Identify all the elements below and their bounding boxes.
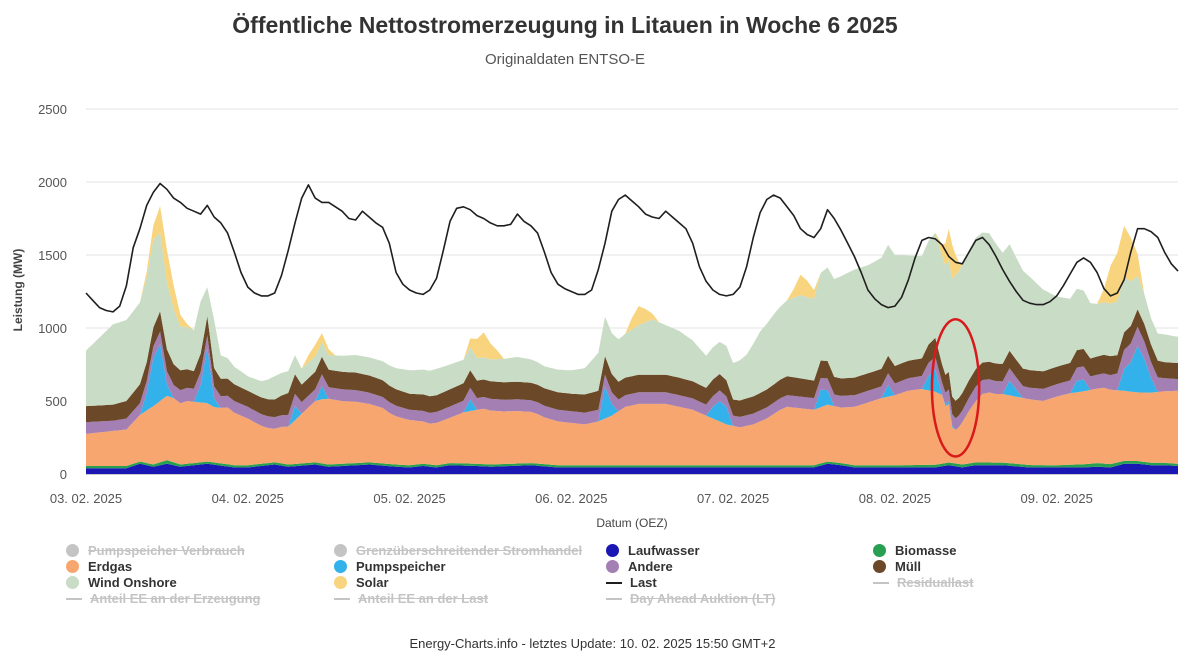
legend-line-marker (873, 581, 889, 584)
legend-item-pumpspeicher-verbrauch[interactable]: Pumpspeicher Verbrauch (66, 543, 245, 558)
legend-label: Laufwasser (628, 543, 700, 558)
legend-line-marker (334, 597, 350, 600)
area-series-wind-onshore (86, 232, 1178, 407)
x-tick-label: 03. 02. 2025 (50, 491, 122, 506)
chart-plot: 0 500 1000 1500 2000 2500 03. 02. 2025 04. 02.… (11, 102, 1179, 530)
legend-item-muell[interactable]: Müll (873, 559, 921, 574)
legend-label: Pumpspeicher (356, 559, 446, 574)
line-series-last (85, 182, 1179, 313)
legend-item-erdgas[interactable]: Erdgas (66, 559, 132, 574)
legend-line-marker (606, 597, 622, 600)
area-series-biomasse (86, 460, 1178, 469)
legend-item-wind-onshore[interactable]: Wind Onshore (66, 575, 177, 590)
highlight-annotation (930, 317, 981, 458)
legend-item-pumpspeicher[interactable]: Pumpspeicher (334, 559, 446, 574)
x-tick-label: 08. 02. 2025 (859, 491, 931, 506)
x-axis-title: Datum (OEZ) (596, 516, 667, 530)
legend-label: Müll (895, 559, 921, 574)
x-tick-label: 05. 02. 2025 (373, 491, 445, 506)
load-line (85, 182, 1179, 313)
legend-item-day-ahead-auktion-lt[interactable]: Day Ahead Auktion (LT) (606, 591, 775, 606)
area-series-erdgas (86, 387, 1178, 466)
legend-label: Grenzüberschreitender Stromhandel (356, 543, 583, 558)
x-tick-label: 09. 02. 2025 (1021, 491, 1093, 506)
legend-dot-marker (606, 544, 619, 557)
legend-dot-marker (873, 544, 886, 557)
legend-dot-marker (66, 560, 79, 573)
y-axis-ticks: 0 500 1000 1500 2000 2500 (38, 102, 67, 482)
legend-line-marker (66, 597, 82, 600)
y-axis-title: Leistung (MW) (11, 249, 25, 332)
legend-item-anteil-ee-an-der-erzeugung[interactable]: Anteil EE an der Erzeugung (66, 591, 260, 606)
y-tick-label: 1500 (38, 248, 67, 263)
footer-credit: Energy-Charts.info - letztes Update: 10.… (409, 636, 776, 651)
legend-label: Erdgas (88, 559, 133, 574)
chart-subtitle: Originaldaten ENTSO-E (484, 51, 646, 68)
legend-dot-marker (606, 560, 619, 573)
legend-item-last[interactable]: Last (606, 575, 657, 590)
legend-line-marker (606, 581, 622, 584)
legend-label: Pumpspeicher Verbrauch (88, 543, 245, 558)
legend-item-solar[interactable]: Solar (334, 575, 389, 590)
y-tick-label: 0 (60, 467, 67, 482)
legend-dot-marker (334, 560, 347, 573)
stacked-areas (86, 206, 1178, 474)
y-tick-label: 1000 (38, 321, 67, 336)
x-tick-label: 06. 02. 2025 (535, 491, 607, 506)
x-tick-label: 07. 02. 2025 (697, 491, 769, 506)
legend-label: Anteil EE an der Erzeugung (90, 591, 261, 606)
legend-label: Last (630, 575, 657, 590)
legend-label: Andere (628, 559, 673, 574)
y-tick-label: 500 (45, 394, 67, 409)
legend-label: Day Ahead Auktion (LT) (630, 591, 776, 606)
legend-label: Wind Onshore (88, 575, 177, 590)
legend-item-biomasse[interactable]: Biomasse (873, 543, 956, 558)
legend-dot-marker (334, 544, 347, 557)
area-series-laufwasser (86, 463, 1178, 474)
highlight-ellipse (930, 317, 981, 458)
legend-item-anteil-ee-an-der-last[interactable]: Anteil EE an der Last (334, 591, 488, 606)
legend-label: Solar (356, 575, 389, 590)
legend-label: Biomasse (895, 543, 957, 558)
legend-item-laufwasser[interactable]: Laufwasser (606, 543, 700, 558)
legend-dot-marker (66, 576, 79, 589)
y-tick-label: 2000 (38, 175, 67, 190)
legend-item-andere[interactable]: Andere (606, 559, 673, 574)
x-tick-label: 04. 02. 2025 (212, 491, 284, 506)
legend-dot-marker (334, 576, 347, 589)
chart-title: Öffentliche Nettostromerzeugung in Litau… (232, 12, 898, 38)
legend-label: Anteil EE an der Last (358, 591, 489, 606)
y-tick-label: 2500 (38, 102, 67, 117)
legend-dot-marker (873, 560, 886, 573)
legend-label: Residuallast (897, 575, 974, 590)
legend-dot-marker (66, 544, 79, 557)
x-axis-ticks: 03. 02. 2025 04. 02. 2025 05. 02. 2025 06. … (50, 491, 1093, 506)
legend-item-grenzueberschreitender-stromhandel[interactable]: Grenzüberschreitender Stromhandel (334, 543, 582, 558)
legend-item-residuallast[interactable]: Residuallast (873, 575, 974, 590)
